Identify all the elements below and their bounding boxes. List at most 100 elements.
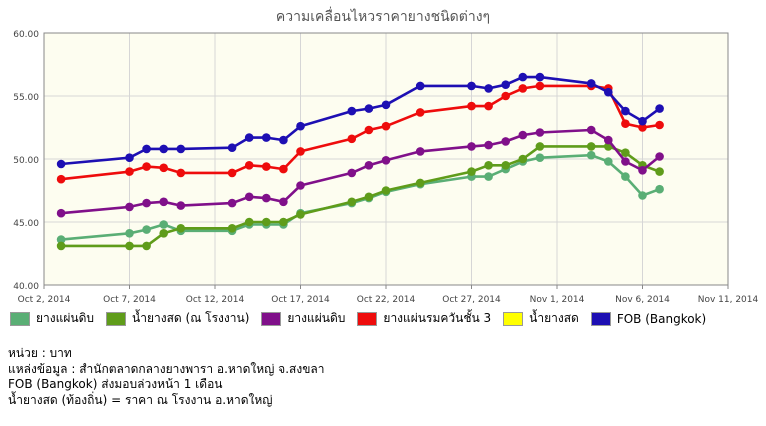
x-tick-label: Oct 17, 2014 xyxy=(271,295,330,305)
data-point xyxy=(535,153,545,162)
data-point xyxy=(655,104,664,113)
data-point xyxy=(484,161,493,170)
data-point xyxy=(244,192,254,202)
data-point xyxy=(142,144,151,154)
data-point xyxy=(415,108,425,117)
series xyxy=(56,72,664,169)
data-point xyxy=(415,178,425,188)
data-point xyxy=(638,123,647,132)
data-point xyxy=(604,157,613,166)
data-point xyxy=(176,168,186,178)
data-point xyxy=(125,241,134,251)
data-point xyxy=(364,125,374,135)
data-point xyxy=(227,168,237,178)
data-point xyxy=(159,220,168,229)
data-point xyxy=(655,152,664,161)
data-point xyxy=(142,241,151,251)
legend-swatch xyxy=(503,311,524,326)
data-point xyxy=(262,133,271,142)
data-point xyxy=(621,119,630,128)
x-tick-label: Oct 2, 2014 xyxy=(18,295,71,305)
data-point xyxy=(621,106,630,116)
data-point xyxy=(535,128,545,137)
data-point xyxy=(279,197,288,207)
data-point xyxy=(279,164,288,174)
data-point xyxy=(56,174,66,184)
data-point xyxy=(638,191,647,200)
x-tick-label: Oct 22, 2014 xyxy=(357,295,416,305)
data-point xyxy=(347,168,357,178)
data-point xyxy=(279,217,288,227)
legend-swatch xyxy=(357,311,378,326)
legend-item[interactable]: น้ำยางสด (ณ โรงงาน) xyxy=(106,309,249,328)
legend-label: น้ำยางสด xyxy=(529,311,579,325)
data-point xyxy=(535,72,545,82)
data-point xyxy=(227,143,237,152)
data-point xyxy=(347,134,357,144)
data-point xyxy=(296,121,305,131)
data-point xyxy=(518,84,528,93)
data-point xyxy=(347,197,357,207)
data-point xyxy=(227,224,237,233)
data-point xyxy=(655,167,664,176)
note-source: แหล่งข้อมูล : สำนักตลาดกลางยางพารา อ.หาด… xyxy=(8,361,325,376)
legend-swatch xyxy=(106,311,127,326)
data-point xyxy=(347,106,357,116)
legend-swatch xyxy=(261,311,282,326)
legend-item[interactable]: น้ำยางสด xyxy=(503,309,579,328)
legend-item[interactable]: ยางแผ่นดิบ xyxy=(261,309,345,328)
x-tick-label: Oct 27, 2014 xyxy=(442,295,501,305)
plot-border xyxy=(43,32,729,286)
data-point xyxy=(262,162,271,171)
chart-notes: หน่วย : บาท แหล่งข้อมูล : สำนักตลาดกลางย… xyxy=(8,346,325,408)
data-point xyxy=(604,87,613,97)
x-tick-label: Nov 1, 2014 xyxy=(530,295,585,305)
data-point xyxy=(518,130,528,140)
data-point xyxy=(244,217,254,227)
data-point xyxy=(296,181,305,190)
x-tick-label: Nov 11, 2014 xyxy=(698,295,759,305)
data-point xyxy=(467,81,476,91)
data-point xyxy=(244,133,254,142)
data-point xyxy=(638,166,647,175)
data-point xyxy=(381,121,391,131)
data-point xyxy=(56,159,66,169)
data-point xyxy=(279,135,288,145)
data-point xyxy=(467,167,476,176)
x-tick-label: Nov 6, 2014 xyxy=(615,295,670,305)
data-point xyxy=(227,198,237,208)
data-point xyxy=(535,81,545,91)
data-point xyxy=(621,157,630,166)
legend-item[interactable]: ยางแผ่นดิบ xyxy=(10,309,94,328)
data-point xyxy=(364,192,374,202)
data-point xyxy=(467,101,476,111)
legend-item[interactable]: ยางแผ่นรมควันชั้น 3 xyxy=(357,309,491,328)
data-point xyxy=(604,135,613,145)
data-point xyxy=(364,161,374,170)
data-point xyxy=(381,156,391,165)
data-point xyxy=(262,217,271,227)
y-tick-label: 50.00 xyxy=(13,156,39,166)
note-fob: FOB (Bangkok) ส่งมอบล่วงหน้า 1 เดือน xyxy=(8,377,223,391)
data-point xyxy=(586,150,596,160)
series xyxy=(56,142,664,251)
legend-label: ยางแผ่นรมควันชั้น 3 xyxy=(383,311,492,325)
data-point xyxy=(655,120,664,130)
data-point xyxy=(381,186,391,195)
chart-legend: ยางแผ่นดิบ น้ำยางสด (ณ โรงงาน) ยางแผ่นดิ… xyxy=(10,309,718,328)
data-point xyxy=(296,147,305,156)
legend-label: FOB (Bangkok) xyxy=(616,311,707,326)
data-point xyxy=(176,201,186,210)
data-point xyxy=(586,79,596,88)
series-group xyxy=(56,72,664,251)
data-point xyxy=(518,72,528,82)
data-point xyxy=(159,197,168,207)
data-point xyxy=(535,142,545,151)
legend-item[interactable]: FOB (Bangkok) xyxy=(590,311,707,326)
data-point xyxy=(381,100,391,110)
x-tick-label: Oct 12, 2014 xyxy=(186,295,245,305)
note-latex: น้ำยางสด (ท้องถิ่น) = ราคา ณ โรงงาน อ.หา… xyxy=(8,392,273,407)
legend-swatch xyxy=(590,311,611,326)
data-point xyxy=(484,84,493,93)
data-point xyxy=(638,116,647,126)
